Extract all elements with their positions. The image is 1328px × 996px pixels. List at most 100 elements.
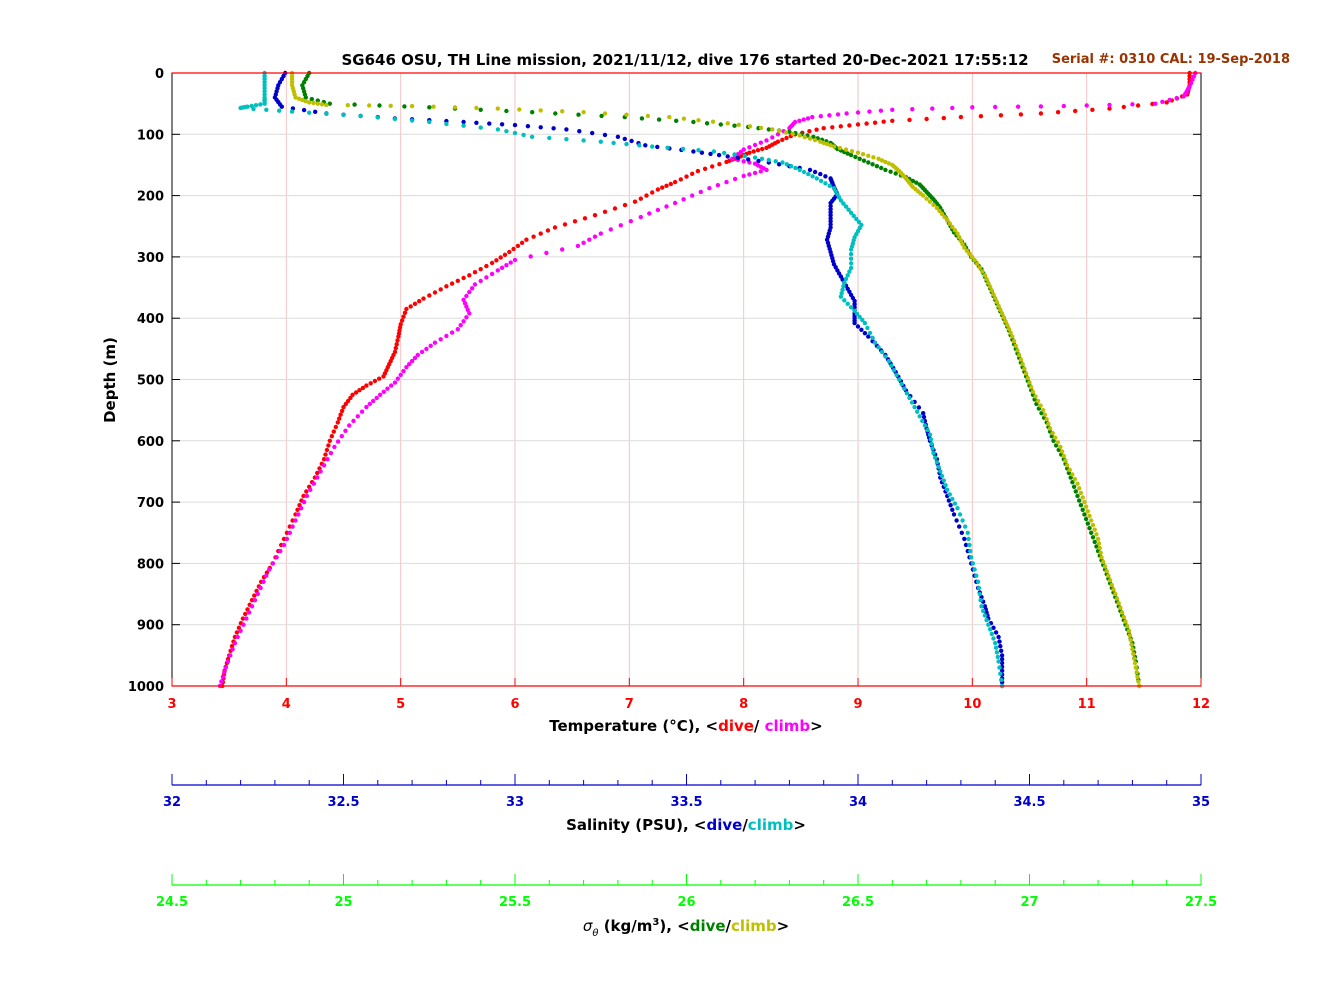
sigma-dive-point	[883, 167, 888, 173]
sigma-climb-point	[1075, 481, 1080, 486]
temperature-dive-point	[690, 171, 695, 176]
salinity-climb-point	[856, 219, 862, 225]
salinity-tick-label: 33.5	[670, 795, 702, 810]
temperature-climb-point	[758, 169, 763, 174]
temperature-dive-point	[357, 388, 362, 393]
sigma-label-sub: θ	[592, 928, 598, 939]
salinity-dive-point	[776, 162, 782, 167]
depth-tick-label: 1000	[128, 680, 164, 695]
depth-tick-label: 800	[137, 557, 164, 572]
temperature-tick-label: 5	[396, 697, 405, 712]
temperature-dive-point	[660, 185, 665, 190]
temperature-climb-point	[398, 372, 403, 378]
temperature-dive-point	[838, 124, 843, 129]
sigma-climb-point	[939, 211, 945, 217]
depth-tick-label: 300	[137, 251, 164, 266]
depth-tick-label: 900	[137, 619, 164, 634]
temperature-climb-point	[389, 383, 394, 388]
temperature-dive-point	[751, 149, 756, 154]
temperature-climb-point	[672, 200, 678, 206]
sigma-tick-label: 26	[677, 895, 695, 910]
salinity-climb-point	[986, 622, 991, 627]
salinity-dive-point	[828, 213, 833, 218]
temperature-dive-point	[602, 209, 608, 214]
salinity-dive-point	[699, 150, 705, 155]
salinity-climb-point	[965, 530, 970, 535]
sigma-climb-point	[736, 122, 741, 128]
salinity-climb-point	[925, 427, 930, 433]
data-points	[217, 70, 1198, 689]
sigma-climb-point	[931, 202, 936, 207]
temperature-dive-point	[511, 246, 516, 252]
temperature-dive-point	[644, 193, 649, 198]
temperature-climb-point	[638, 214, 643, 220]
salinity-climb-point	[993, 640, 998, 646]
temperature-climb-point	[504, 263, 509, 268]
sigma-dive-point	[691, 119, 696, 125]
temperature-climb-point	[647, 211, 652, 216]
salinity-climb-point	[930, 446, 935, 451]
temperature-climb-point	[419, 349, 425, 355]
sigma-climb-point	[1085, 509, 1091, 514]
sigma-climb-point	[886, 161, 892, 166]
sigma-dive-point	[732, 123, 737, 128]
temperature-climb-point	[741, 159, 746, 164]
temperature-climb-point	[428, 343, 433, 348]
sigma-dive-point	[1085, 521, 1091, 526]
sigma-climb-point	[1113, 591, 1118, 597]
temperature-climb-point	[255, 591, 260, 597]
sigma-climb-point	[1053, 435, 1058, 440]
salinity-climb-point	[848, 251, 854, 257]
temperature-dive-point	[538, 231, 543, 236]
salinity-climb-point	[529, 134, 535, 139]
temperature-climb-point	[818, 114, 823, 119]
salinity-dive-point	[954, 518, 959, 523]
sigma-climb-point	[1096, 541, 1102, 546]
temperature-climb-point	[230, 647, 235, 652]
temperature-label-suffix: >	[810, 717, 823, 735]
sigma-climb-point	[1094, 532, 1099, 537]
temperature-climb-point	[890, 107, 895, 113]
temperature-dive-point	[1038, 111, 1044, 116]
salinity-climb-point	[886, 358, 892, 364]
temperature-dive-point	[339, 408, 345, 414]
sigma-climb-point	[319, 102, 325, 107]
sigma-climb-point	[1118, 605, 1123, 610]
salinity-dive-point	[997, 639, 1002, 644]
temperature-climb-point	[484, 275, 489, 280]
temperature-climb-point	[598, 231, 603, 236]
sigma-climb-point	[1125, 624, 1130, 629]
sigma-climb-point	[1132, 660, 1138, 666]
depth-tick-label: 600	[137, 435, 164, 450]
sigma-climb-point	[1025, 375, 1031, 381]
salinity-dive-point	[921, 411, 926, 416]
temperature-climb-point	[764, 138, 769, 143]
sigma-climb-point	[955, 231, 960, 236]
salinity-climb-point	[936, 464, 941, 470]
temperature-dive-point	[402, 310, 408, 315]
temperature-climb-point	[528, 254, 533, 259]
salinity-climb-point	[251, 106, 256, 112]
salinity-dive-point	[951, 512, 957, 517]
sigma-dive-point	[704, 121, 710, 126]
temperature-climb-point	[747, 145, 752, 150]
sigma-climb-point	[849, 149, 855, 154]
sigma-climb-point	[837, 145, 843, 151]
temperature-climb-point	[770, 135, 775, 140]
salinity-dive-point	[957, 524, 962, 529]
temperature-climb-point	[478, 278, 483, 284]
salinity-climb-point	[427, 119, 432, 125]
salinity-dive-point	[551, 126, 556, 131]
sigma-climb-point	[1109, 582, 1115, 588]
temperature-dive-point	[760, 146, 765, 152]
temperature-climb-point	[409, 358, 415, 364]
temperature-climb-point	[304, 493, 310, 499]
sigma-climb-point	[1055, 440, 1061, 445]
depth-axis: 0 100 200 300 400 500 600 700 800 900 1000	[128, 67, 1201, 695]
temperature-climb-point	[364, 404, 369, 410]
temperature-climb-point	[377, 392, 383, 397]
temperature-climb-point	[284, 536, 290, 542]
temperature-climb-point	[458, 323, 463, 328]
temperature-dive-point	[234, 630, 240, 635]
salinity-dive-point	[963, 542, 969, 548]
